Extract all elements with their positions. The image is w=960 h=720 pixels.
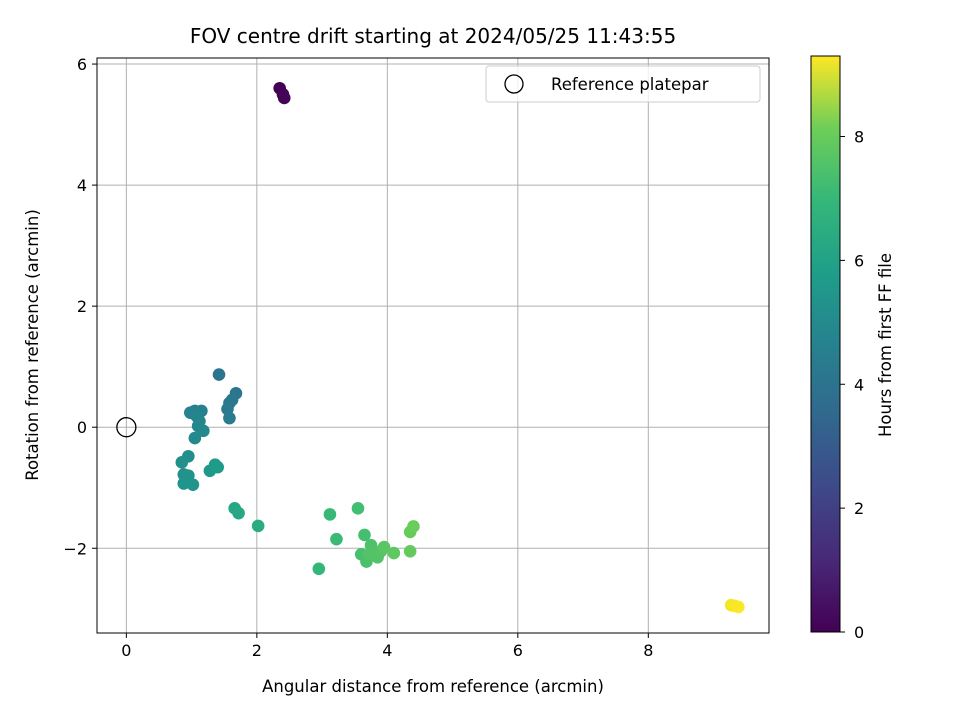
colorbar: 0 2 4 6 8 Hours from first FF file [810, 55, 895, 642]
legend: Reference platepar [485, 65, 761, 103]
scatter-point [197, 424, 210, 438]
x-tick-label: 2 [252, 641, 262, 660]
scatter-point [212, 368, 226, 381]
colorbar-ticks: 0 2 4 6 8 [840, 128, 864, 642]
y-tick-label: 0 [77, 418, 87, 437]
scatter-point [277, 91, 291, 105]
colorbar-gradient [810, 55, 841, 633]
reference-platepar-marker [116, 417, 137, 438]
colorbar-tick-label: 0 [854, 623, 864, 642]
y-tick-label: 6 [77, 55, 87, 74]
scatter-point [232, 506, 245, 520]
x-tick-label: 0 [121, 641, 131, 660]
scatter-point [377, 540, 391, 554]
y-tick-label: 2 [77, 297, 87, 316]
scatter-point [330, 532, 343, 546]
colorbar-tick-label: 2 [854, 499, 864, 518]
y-axis-label: Rotation from reference (arcmin) [23, 209, 42, 481]
scatter-point [188, 431, 202, 445]
scatter-point [323, 508, 337, 521]
scatter-point [403, 544, 417, 558]
colorbar-tick-label: 4 [854, 375, 864, 394]
reference-marker [116, 417, 137, 438]
colorbar-tick-label: 8 [854, 128, 864, 147]
legend-marker-icon [504, 74, 524, 94]
plot-frame [96, 57, 770, 634]
scatter-point [223, 411, 236, 425]
x-axis-label: Angular distance from reference (arcmin) [262, 677, 604, 696]
grid [97, 58, 769, 633]
colorbar-label: Hours from first FF file [876, 253, 895, 437]
x-tick-label: 6 [513, 641, 523, 660]
x-tick-label: 4 [382, 641, 392, 660]
legend-box [485, 65, 761, 103]
scatter-point [358, 528, 371, 542]
x-axis-ticks: 0 2 4 6 8 [121, 633, 653, 660]
scatter-point [211, 460, 224, 474]
y-tick-label: −2 [63, 539, 87, 558]
x-tick-label: 8 [643, 641, 653, 660]
y-axis-ticks: −2 0 2 4 6 [63, 55, 97, 558]
scatter-point [175, 456, 189, 469]
scatter-point [732, 600, 745, 614]
legend-label: Reference platepar [551, 75, 709, 94]
data-points [175, 81, 745, 614]
scatter-point [251, 519, 265, 533]
colorbar-tick-label: 6 [854, 251, 864, 270]
scatter-point [407, 520, 420, 533]
y-tick-label: 4 [77, 176, 87, 195]
scatter-point [351, 502, 365, 515]
chart-title: FOV centre drift starting at 2024/05/25 … [190, 24, 676, 48]
scatter-point [312, 562, 326, 576]
scatter-point [186, 478, 200, 492]
scatter-point [387, 546, 401, 560]
